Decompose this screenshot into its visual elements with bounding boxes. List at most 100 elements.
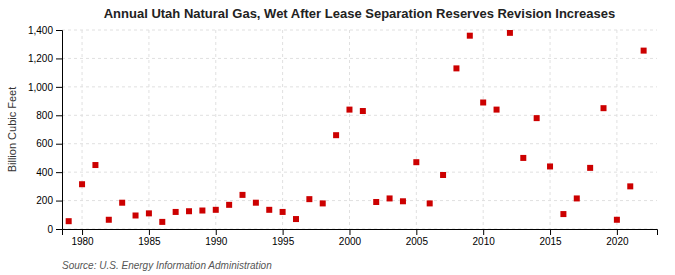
point: [547, 163, 553, 169]
grid-line: [148, 30, 149, 229]
tick-mark: [283, 229, 284, 235]
point: [494, 107, 500, 113]
tick-label: 600: [36, 138, 53, 149]
point: [293, 216, 299, 222]
tick: 2005: [406, 229, 429, 247]
y-axis: 0 200 400 600 800 1,000 1,200 1,400: [28, 25, 63, 235]
point: [574, 195, 580, 201]
grid-line: [282, 30, 283, 229]
chart: 1980198519901995200020052010201520200200…: [0, 0, 675, 275]
title: Annual Utah Natural Gas, Wet After Lease…: [104, 6, 616, 21]
tick-label: 2005: [406, 236, 429, 247]
tick-label: 800: [36, 110, 53, 121]
tick-mark: [416, 229, 417, 235]
tick: 600: [36, 138, 62, 149]
grid-line: [416, 30, 417, 229]
y-axis-label: Billion Cubic Feet: [6, 87, 18, 173]
tick-mark: [550, 229, 551, 235]
tick-label: 1980: [71, 236, 94, 247]
point: [266, 207, 272, 213]
point: [133, 212, 139, 218]
point: [186, 208, 192, 214]
tick: 800: [36, 110, 62, 121]
point: [534, 115, 540, 121]
tick-mark: [56, 87, 62, 88]
tick-mark: [56, 30, 62, 31]
tick-label: 1,200: [28, 53, 53, 64]
point: [240, 192, 246, 198]
point: [79, 181, 85, 187]
grid-line: [616, 30, 617, 229]
grid-line: [62, 58, 657, 59]
point: [173, 209, 179, 215]
tick: 200: [36, 195, 62, 206]
point: [106, 217, 112, 223]
tick: 1,400: [28, 25, 62, 36]
point: [560, 211, 566, 217]
tick-mark: [56, 172, 62, 173]
point: [146, 210, 152, 216]
tick-mark: [56, 201, 62, 202]
grid-line: [349, 30, 350, 229]
point: [480, 99, 486, 105]
point: [614, 217, 620, 223]
point: [119, 200, 125, 206]
tick: 2010: [473, 229, 496, 247]
tick-label: 1995: [272, 236, 295, 247]
grid-line: [62, 86, 657, 87]
source-note: Source: U.S. Energy Information Administ…: [62, 260, 272, 271]
tick-mark: [56, 229, 62, 230]
point: [453, 65, 459, 71]
point: [387, 195, 393, 201]
tick-label: 1,400: [28, 25, 53, 36]
x-axis: 198019851990199520002005201020152020: [63, 229, 658, 247]
tick-label: 2000: [339, 236, 362, 247]
tick-mark: [483, 229, 484, 235]
point: [306, 196, 312, 202]
tick-label: 2010: [473, 236, 496, 247]
tick: 400: [36, 167, 62, 178]
point: [92, 162, 98, 168]
tick-mark: [56, 144, 62, 145]
tick-label: 1,000: [28, 82, 53, 93]
point: [467, 33, 473, 39]
point: [373, 199, 379, 205]
point: [507, 30, 513, 36]
axis-line: [63, 230, 658, 236]
tick: 1985: [138, 229, 161, 247]
point: [400, 198, 406, 204]
tick-label: 200: [36, 195, 53, 206]
tick-label: 1990: [205, 236, 228, 247]
point: [627, 183, 633, 189]
tick-mark: [56, 58, 62, 59]
tick-mark: [82, 229, 83, 235]
grid-line: [62, 30, 657, 31]
grid-line: [62, 200, 657, 201]
point: [413, 159, 419, 165]
tick: 1980: [71, 229, 94, 247]
tick-label: 1985: [138, 236, 161, 247]
tick: 2000: [339, 229, 362, 247]
tick: 1990: [205, 229, 228, 247]
point: [199, 208, 205, 214]
points: [66, 30, 647, 225]
point: [159, 219, 165, 225]
grid-line: [215, 30, 216, 229]
tick: 1995: [272, 229, 295, 247]
tick: 1,200: [28, 53, 62, 64]
point: [641, 48, 647, 54]
tick-label: 0: [47, 224, 53, 235]
tick-mark: [216, 229, 217, 235]
tick: 1,000: [28, 82, 62, 93]
tick-label: 400: [36, 167, 53, 178]
grid-line: [62, 115, 657, 116]
point: [66, 218, 72, 224]
point: [587, 165, 593, 171]
point: [333, 132, 339, 138]
grid-line: [483, 30, 484, 229]
point: [427, 200, 433, 206]
grid: [62, 30, 657, 229]
point: [226, 202, 232, 208]
tick-label: 2020: [606, 236, 629, 247]
point: [253, 200, 259, 206]
